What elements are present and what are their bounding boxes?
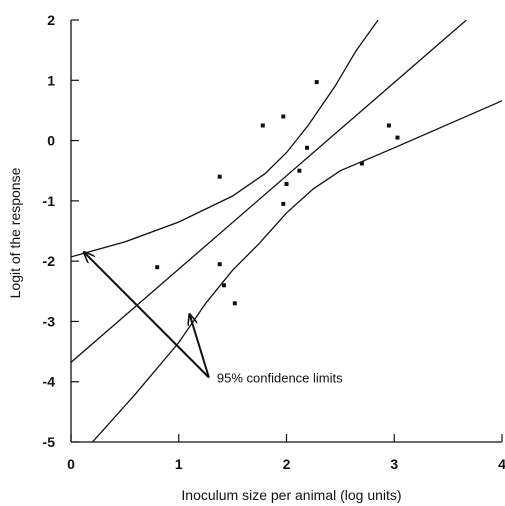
confidence-limit-curve [71, 20, 379, 258]
y-tick-label: -4 [43, 374, 56, 390]
y-axis-ticks: 2 1 0 -1 -2 -3 -4 -5 [43, 12, 79, 450]
data-point [359, 161, 364, 166]
data-point [222, 283, 226, 288]
y-axis-title: Logit of the response [7, 167, 23, 298]
data-point [281, 114, 286, 119]
x-tick-label: 4 [498, 456, 505, 472]
data-point [395, 135, 400, 140]
data-point [155, 265, 160, 270]
x-axis-ticks: 0 1 2 3 4 [67, 434, 505, 472]
data-point [314, 80, 319, 85]
data-point [217, 174, 222, 179]
y-tick-label: -3 [43, 313, 56, 329]
y-tick-label: 0 [47, 133, 55, 149]
data-point [281, 201, 286, 206]
y-tick-label: -2 [43, 253, 56, 269]
x-tick-label: 3 [390, 456, 398, 472]
annotation-arrow [190, 314, 210, 378]
data-point [232, 301, 237, 306]
x-tick-label: 0 [67, 456, 75, 472]
y-tick-label: -1 [43, 193, 56, 209]
data-point [260, 123, 265, 128]
y-tick-label: 1 [47, 72, 55, 88]
data-point [217, 262, 222, 267]
y-tick-label: -5 [43, 434, 56, 450]
x-tick-label: 1 [175, 456, 183, 472]
annotation-arrow [84, 252, 210, 379]
regression-line [71, 20, 467, 363]
y-tick-label: 2 [47, 12, 55, 28]
annotation: 95% confidence limits [84, 252, 343, 385]
data-point [284, 182, 289, 186]
x-axis-title: Inoculum size per animal (log units) [181, 487, 401, 503]
data-point [297, 168, 302, 173]
data-point [305, 145, 309, 150]
data-point [386, 123, 391, 128]
confidence-limit-curve [92, 100, 502, 442]
annotation-text: 95% confidence limits [217, 370, 343, 385]
x-tick-label: 2 [283, 456, 291, 472]
